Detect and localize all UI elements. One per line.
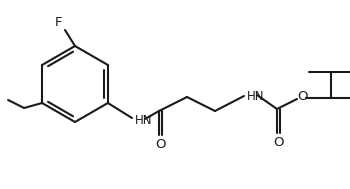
Text: F: F xyxy=(54,15,62,29)
Text: O: O xyxy=(298,91,308,104)
Text: HN: HN xyxy=(247,91,265,104)
Text: O: O xyxy=(273,136,283,149)
Text: HN: HN xyxy=(135,115,153,128)
Text: O: O xyxy=(155,138,165,150)
